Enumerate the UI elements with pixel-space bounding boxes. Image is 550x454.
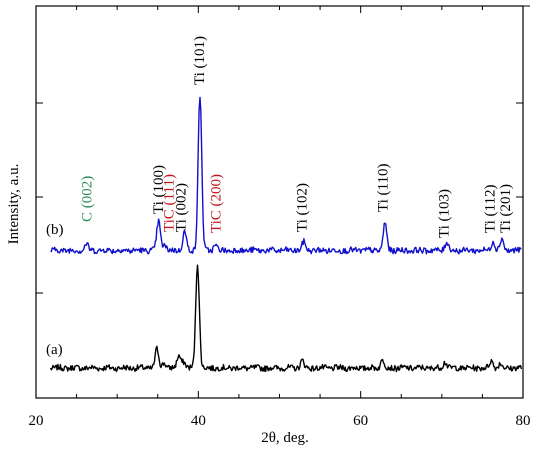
y-axis-title: Intensity, a.u. xyxy=(6,164,22,245)
peak-label: Ti (002) xyxy=(174,183,190,232)
x-tick-label: 20 xyxy=(29,413,44,429)
tick-label-layer: 20 40 60 80 xyxy=(29,413,531,429)
series-line-b xyxy=(50,96,522,255)
series-label-a: (a) xyxy=(46,342,63,358)
peak-label: TiC (200) xyxy=(208,174,224,233)
series-layer xyxy=(49,96,523,373)
peak-label: Ti (112) xyxy=(483,185,499,234)
peak-label: Ti (100) xyxy=(151,165,167,214)
peak-label: Ti (102) xyxy=(294,183,310,232)
series-label-b: (b) xyxy=(46,222,64,238)
peak-label: Ti (101) xyxy=(192,36,208,85)
peak-label: Ti (103) xyxy=(437,189,453,238)
x-tick-label: 80 xyxy=(516,413,531,429)
peak-label: C (002) xyxy=(79,176,95,222)
x-tick-label: 60 xyxy=(353,413,368,429)
peak-label: TiC (111) xyxy=(161,174,177,232)
x-tick-label: 40 xyxy=(191,413,206,429)
peak-label: Ti (110) xyxy=(376,164,392,213)
axes xyxy=(35,5,530,399)
series-line-a xyxy=(49,264,523,373)
annotation-layer: C (002) Ti (100)TiC (111)Ti (002) Ti (101)… xyxy=(79,36,514,238)
peak-label: Ti (201) xyxy=(498,184,514,233)
x-axis-title: 2θ, deg. xyxy=(261,430,309,446)
